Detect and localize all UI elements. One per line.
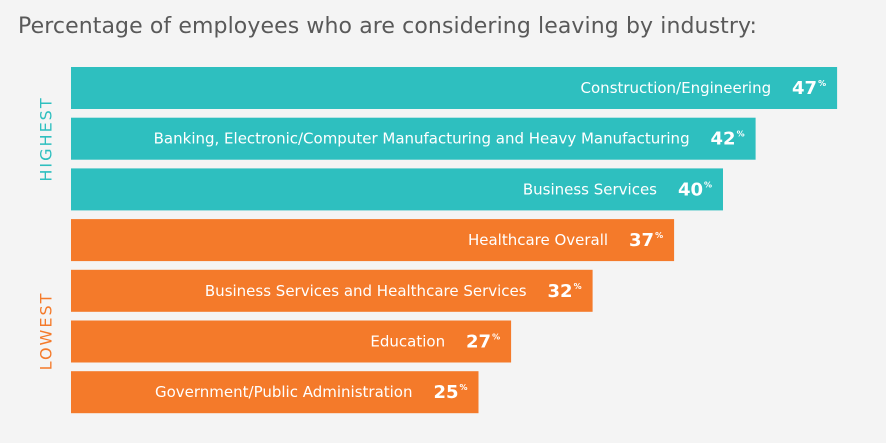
group-label-highest: HIGHEST [36, 96, 56, 182]
bar-value-label: 25 [433, 382, 458, 403]
bar-value-label: 42 [711, 129, 736, 150]
bar-unit-label: % [818, 79, 826, 88]
bar-value-label: 32 [548, 281, 573, 302]
bar-category-label: Education [370, 333, 445, 351]
bar-unit-label: % [737, 130, 745, 139]
bar-value-label: 37 [629, 230, 654, 251]
bar-category-label: Banking, Electronic/Computer Manufacturi… [154, 130, 690, 148]
bar-value-label: 47 [792, 78, 817, 99]
bar-1 [71, 117, 756, 160]
bar-unit-label: % [492, 333, 500, 342]
bar-5 [71, 320, 512, 363]
bar-4 [71, 269, 593, 312]
chart-title: Percentage of employees who are consider… [18, 14, 758, 39]
bar-3 [71, 219, 675, 262]
bar-unit-label: % [459, 383, 467, 392]
bar-category-label: Government/Public Administration [155, 383, 413, 401]
bar-category-label: Business Services [523, 180, 657, 198]
bar-category-label: Business Services and Healthcare Service… [205, 282, 527, 300]
group-label-lowest: LOWEST [36, 291, 56, 371]
bar-6 [71, 371, 479, 414]
bar-value-label: 27 [466, 332, 491, 353]
bar-unit-label: % [655, 231, 663, 240]
bar-unit-label: % [704, 180, 712, 189]
bar-value-label: 40 [678, 179, 703, 200]
bar-0 [71, 67, 838, 109]
bar-unit-label: % [574, 282, 582, 291]
bar-category-label: Construction/Engineering [581, 79, 772, 97]
bar-2 [71, 168, 723, 211]
bar-category-label: Healthcare Overall [468, 231, 608, 249]
